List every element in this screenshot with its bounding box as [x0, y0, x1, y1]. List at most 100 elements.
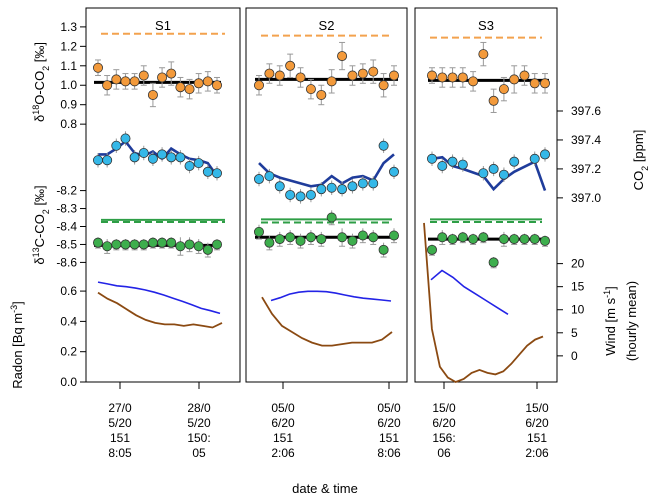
x-tick-label-line: 151	[379, 431, 399, 445]
co2-axis-label-part: 2	[640, 166, 648, 171]
d13c-point	[274, 234, 285, 245]
co2-point	[357, 178, 368, 189]
d18o-point	[540, 78, 551, 89]
d13c-point	[157, 237, 168, 248]
d18o-point	[347, 70, 358, 81]
d18o-axis-label-part: 2	[41, 66, 51, 71]
d13c-point	[488, 257, 499, 268]
d18o-point	[529, 78, 540, 89]
wind-tick-label: 0	[571, 349, 578, 363]
panel-frame	[85, 7, 241, 383]
x-tick-label-line: 6/20	[432, 416, 456, 430]
x-tick-label-line: 5/20	[108, 416, 132, 430]
co2-axis-label: CO2 [ppm]	[631, 130, 648, 191]
wind-axis-label-line2-part: (hourly mean)	[624, 281, 639, 361]
d13c-point	[211, 239, 222, 250]
d13c-axis-label-part: C-CO	[32, 214, 47, 247]
d13c-point	[285, 232, 296, 243]
x-tick-label-line: 150:	[187, 431, 210, 445]
co2-tick-label: 397.2	[571, 162, 601, 176]
co2-point	[378, 140, 389, 151]
d13c-tick-label: -8.6	[56, 255, 77, 269]
d13c-point	[138, 239, 149, 250]
d18o-tick-label: 0.8	[60, 117, 77, 131]
d13c-tick-label: -8.5	[56, 237, 77, 251]
d18o-point	[337, 51, 348, 62]
d13c-point	[305, 232, 316, 243]
d18o-point	[478, 49, 489, 60]
x-tick-label-line: 05	[192, 446, 206, 460]
d18o-point	[175, 82, 186, 93]
x-tick-label: 05/0 6/20 151 2:06	[271, 401, 295, 460]
wind-axis-label-line2: (hourly mean)	[624, 281, 639, 361]
co2-point	[175, 152, 186, 163]
d18o-point	[498, 84, 509, 95]
x-tick-label-line: 15/0	[432, 401, 456, 415]
d18o-point	[102, 80, 113, 91]
d18o-point	[305, 84, 316, 95]
wind-axis-label-line1-part: Wind [m s	[603, 297, 618, 355]
d13c-point	[202, 244, 213, 255]
co2-point	[337, 184, 348, 195]
d13c-axis-label-part: δ	[32, 257, 47, 264]
d13c-point	[120, 239, 131, 250]
x-tick-label-line: 151	[110, 431, 130, 445]
wind-axis-label-line1-part: ]	[603, 286, 618, 290]
d13c-point	[264, 237, 275, 248]
d18o-point	[468, 76, 479, 87]
x-tick-label-line: 6/20	[271, 416, 295, 430]
co2-point	[437, 161, 448, 172]
co2-point	[93, 155, 104, 166]
panel-title: S1	[155, 18, 171, 33]
wind-line	[270, 290, 392, 302]
d18o-point	[426, 70, 437, 81]
co2-point	[388, 166, 399, 177]
d13c-point	[175, 241, 186, 252]
x-tick-label-line: 15/0	[525, 401, 549, 415]
d13c-point	[129, 239, 140, 250]
d13c-point	[498, 234, 509, 245]
x-tick-label: 28/0 5/20 150: 05	[187, 401, 211, 460]
co2-point	[274, 181, 285, 192]
co2-tick-label: 397.4	[571, 133, 601, 147]
d13c-point	[509, 234, 520, 245]
co2-axis-label-part: CO	[631, 171, 646, 191]
panel-title: S3	[478, 18, 494, 33]
d13c-point	[184, 239, 195, 250]
x-tick-label-line: 151	[273, 431, 293, 445]
co2-point	[138, 147, 149, 158]
d18o-point	[193, 78, 204, 89]
co2-point	[120, 133, 131, 144]
co2-point	[347, 181, 358, 192]
x-tick-label-line: 28/0	[187, 401, 211, 415]
wind-axis-label-line1: Wind [m s-1]	[602, 286, 618, 355]
d13c-point	[478, 232, 489, 243]
d18o-point	[264, 68, 275, 79]
d18o-point	[509, 74, 520, 85]
d18o-point	[437, 72, 448, 83]
radon-tick-label: 0.0	[60, 375, 77, 389]
co2-point	[457, 159, 468, 170]
d13c-point	[437, 232, 448, 243]
d13c-point	[147, 237, 158, 248]
d18o-point	[368, 66, 379, 77]
x-tick-label: 27/0 5/20 151 8:05	[108, 401, 132, 460]
d18o-point	[285, 60, 296, 71]
x-tick-label: 15/0 6/20 151 2:06	[525, 401, 549, 460]
d13c-point	[357, 230, 368, 241]
d18o-point	[111, 74, 122, 85]
d18o-point	[157, 72, 168, 83]
wind-line	[430, 269, 509, 315]
d13c-point	[166, 237, 177, 248]
d18o-point	[457, 72, 468, 83]
co2-point	[368, 178, 379, 189]
co2-point	[478, 168, 489, 179]
d18o-point	[274, 70, 285, 81]
x-tick-label-line: 6/20	[377, 416, 401, 430]
d18o-point	[488, 95, 499, 106]
co2-line	[431, 155, 547, 192]
d13c-point	[540, 235, 551, 246]
d18o-point	[211, 80, 222, 91]
